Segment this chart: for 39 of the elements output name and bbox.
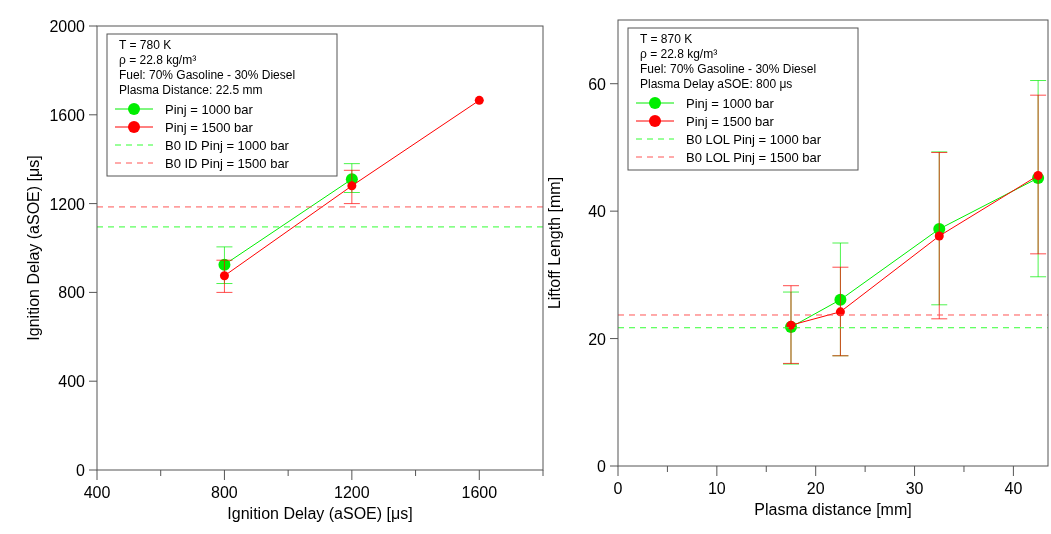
annotation: T = 780 K (119, 38, 172, 52)
legend-label: Pinj = 1500 bar (686, 114, 775, 129)
annotation: ρ = 22.8 kg/m³ (119, 53, 197, 67)
y-tick-label: 1200 (49, 195, 86, 213)
annotation: Plasma Delay aSOE: 800 μs (640, 77, 793, 91)
legend-label: Pinj = 1000 bar (686, 96, 775, 111)
x-tick-label: 40 (1004, 480, 1023, 497)
y-tick-label: 20 (588, 330, 607, 348)
y-axis-title: Ignition Delay (aSOE) [μs] (25, 155, 42, 341)
y-tick-label: 60 (588, 75, 607, 93)
y-tick-label: 40 (588, 203, 607, 221)
x-axis-title: Ignition Delay (aSOE) [μs] (227, 505, 413, 522)
x-tick-label: 800 (211, 484, 238, 501)
annotation: ρ = 22.8 kg/m³ (640, 47, 718, 61)
annotation: T = 870 K (640, 32, 693, 46)
annotation: Fuel: 70% Gasoline - 30% Diesel (119, 68, 296, 82)
y-tick-label: 1600 (49, 106, 86, 124)
x-axis-title: Plasma distance [mm] (754, 501, 912, 518)
y-tick-label: 2000 (49, 18, 86, 35)
x-tick-label: 1200 (334, 484, 370, 501)
x-tick-label: 30 (905, 480, 924, 497)
legend-label: Pinj = 1500 bar (165, 120, 254, 135)
legend-label: B0 ID Pinj = 1000 bar (165, 138, 290, 153)
x-tick-label: 400 (83, 484, 111, 501)
y-tick-label: 400 (58, 373, 86, 391)
y-tick-label: 0 (76, 462, 86, 479)
x-tick-label: 20 (806, 480, 825, 497)
annotation: Plasma Distance: 22.5 mm (119, 83, 263, 97)
x-tick-label: 0 (613, 480, 623, 497)
x-tick-label: 1600 (461, 484, 498, 501)
annotation: Fuel: 70% Gasoline - 30% Diesel (640, 62, 817, 76)
y-tick-label: 800 (58, 284, 86, 302)
y-tick-label: 0 (597, 458, 607, 475)
x-tick-label: 10 (707, 480, 726, 497)
legend-label: B0 LOL Pinj = 1000 bar (686, 132, 822, 147)
legend-label: B0 ID Pinj = 1500 bar (165, 156, 290, 171)
y-axis-title: Liftoff Length [mm] (546, 176, 563, 310)
legend-label: B0 LOL Pinj = 1500 bar (686, 150, 822, 165)
legend-label: Pinj = 1000 bar (165, 102, 254, 117)
